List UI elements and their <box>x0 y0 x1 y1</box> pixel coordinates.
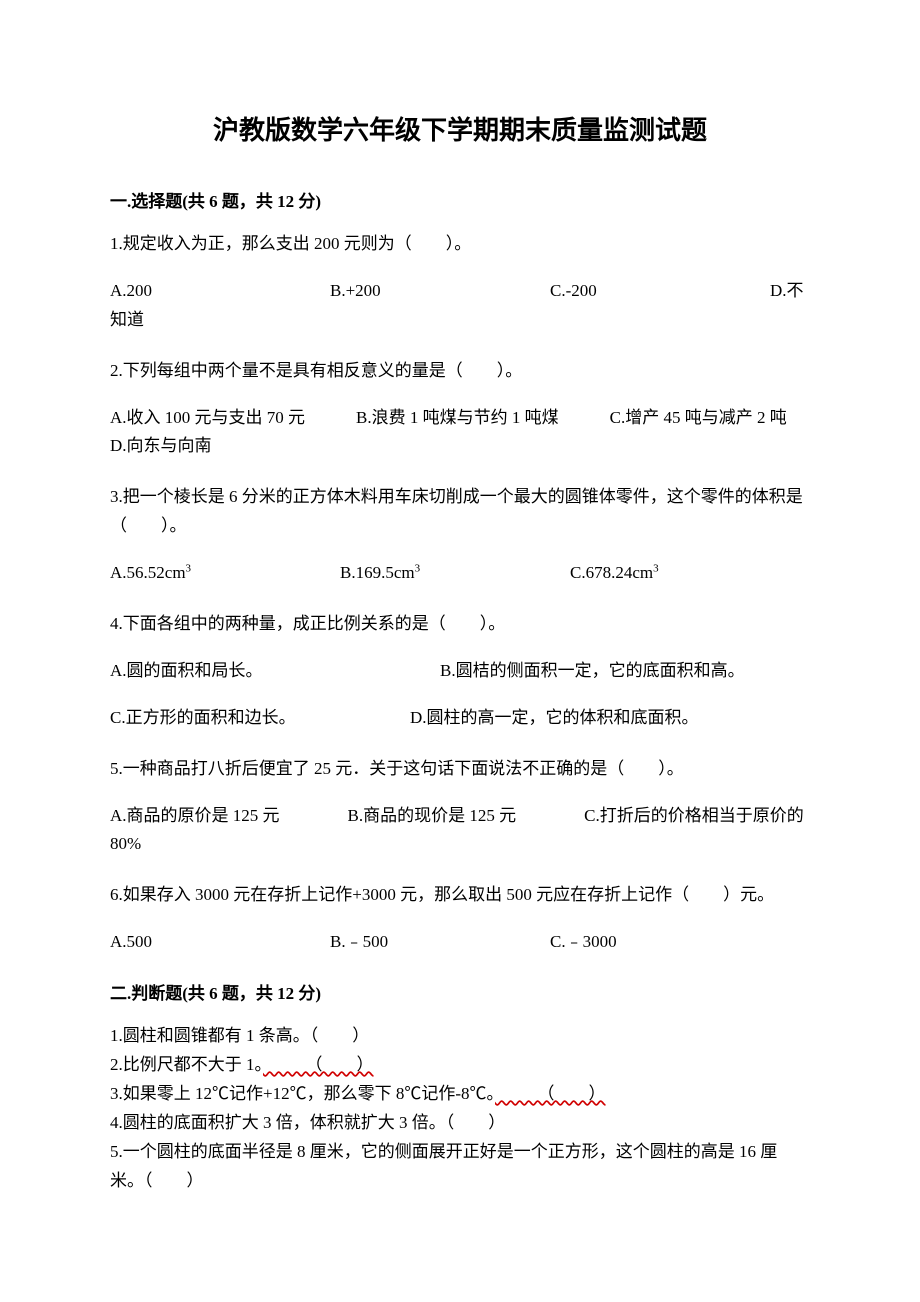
q2-optD: D.向东与向南 <box>110 436 212 455</box>
q4-optA: A.圆的面积和局长。 <box>110 657 440 686</box>
q6-options: A.500B.﹣500C.﹣3000 <box>110 928 810 957</box>
q1-optC: C.-200 <box>550 277 770 306</box>
q1-text: 1.规定收入为正，那么支出 200 元则为（ ）。 <box>110 230 810 259</box>
judge-3: 3.如果零上 12℃记作+12℃，那么零下 8℃记作-8℃。 （ ） <box>110 1080 810 1109</box>
q5-options: A.商品的原价是 125 元 B.商品的现价是 125 元 C.打折后的价格相当… <box>110 802 810 860</box>
judge-1: 1.圆柱和圆锥都有 1 条高。（ ） <box>110 1022 810 1051</box>
q3-optB: B.169.5cm3 <box>340 559 570 588</box>
section2-header: 二.判断题(共 6 题，共 12 分) <box>110 979 810 1004</box>
q5-optA: A.商品的原价是 125 元 <box>110 806 280 825</box>
q4-optD: D.圆柱的高一定，它的体积和底面积。 <box>410 708 699 727</box>
q6-text: 6.如果存入 3000 元在存折上记作+3000 元，那么取出 500 元应在存… <box>110 881 810 910</box>
q6-optA: A.500 <box>110 928 330 957</box>
q2-optB: B.浪费 1 吨煤与节约 1 吨煤 <box>356 408 559 427</box>
q3-text: 3.把一个棱长是 6 分米的正方体木料用车床切削成一个最大的圆锥体零件，这个零件… <box>110 483 810 541</box>
q2-optA: A.收入 100 元与支出 70 元 <box>110 408 305 427</box>
q4-options: A.圆的面积和局长。B.圆桔的侧面积一定，它的底面积和高。 C.正方形的面积和边… <box>110 657 810 733</box>
judge-3-blank: （ ） <box>495 1084 606 1103</box>
section1-header: 一.选择题(共 6 题，共 12 分) <box>110 187 810 212</box>
q4-optB: B.圆桔的侧面积一定，它的底面积和高。 <box>440 661 745 680</box>
q2-options: A.收入 100 元与支出 70 元 B.浪费 1 吨煤与节约 1 吨煤 C.增… <box>110 404 810 462</box>
judge-2: 2.比例尺都不大于 1。 （ ） <box>110 1051 810 1080</box>
q3-optA: A.56.52cm3 <box>110 559 340 588</box>
document-title: 沪教版数学六年级下学期期末质量监测试题 <box>110 110 810 147</box>
q6-optB: B.﹣500 <box>330 928 550 957</box>
judge-5: 5.一个圆柱的底面半径是 8 厘米，它的侧面展开正好是一个正方形，这个圆柱的高是… <box>110 1138 810 1196</box>
judge-2-blank: （ ） <box>263 1055 374 1074</box>
q5-text: 5.一种商品打八折后便宜了 25 元．关于这句话下面说法不正确的是（ ）。 <box>110 755 810 784</box>
q3-optC: C.678.24cm3 <box>570 563 659 582</box>
q1-options: A.200B.+200C.-200D.不知道 <box>110 277 810 335</box>
q4-optC: C.正方形的面积和边长。 <box>110 704 410 733</box>
q4-text: 4.下面各组中的两种量，成正比例关系的是（ ）。 <box>110 610 810 639</box>
q1-optA: A.200 <box>110 277 330 306</box>
q6-optC: C.﹣3000 <box>550 932 617 951</box>
q5-optB: B.商品的现价是 125 元 <box>348 806 517 825</box>
q3-options: A.56.52cm3B.169.5cm3C.678.24cm3 <box>110 559 810 588</box>
q2-text: 2.下列每组中两个量不是具有相反意义的量是（ ）。 <box>110 357 810 386</box>
q1-optB: B.+200 <box>330 277 550 306</box>
judge-4: 4.圆柱的底面积扩大 3 倍，体积就扩大 3 倍。（ ） <box>110 1109 810 1138</box>
q2-optC: C.增产 45 吨与减产 2 吨 <box>610 408 787 427</box>
